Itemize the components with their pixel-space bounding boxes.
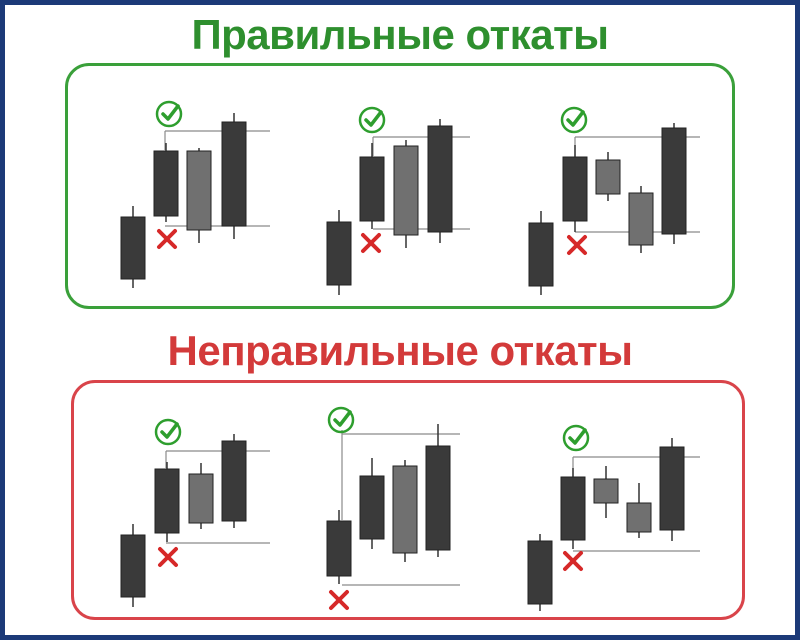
candle-body (560, 476, 586, 541)
candle-body (393, 145, 419, 236)
candle-body (527, 540, 553, 605)
cross-icon (329, 590, 349, 610)
candle-body (659, 446, 685, 531)
candle-body (528, 222, 554, 287)
candle-body (154, 468, 180, 534)
check-circle-icon (560, 106, 588, 134)
candle-body (359, 475, 385, 540)
check-circle-icon (155, 100, 183, 128)
candle-body (326, 520, 352, 577)
incorrect-pullbacks-panel (71, 380, 745, 620)
candle-body (425, 445, 451, 551)
candle-body (153, 150, 179, 217)
correct-pullbacks-panel (65, 63, 735, 309)
correct-pullbacks-title: Правильные откаты (191, 11, 609, 58)
candle-body (595, 159, 621, 195)
candle-body (188, 473, 214, 524)
candle-body (359, 156, 385, 222)
cross-icon (567, 235, 587, 255)
check-circle-icon (154, 418, 182, 446)
cross-icon (157, 229, 177, 249)
candle-body (120, 534, 146, 598)
candle-body (186, 150, 212, 231)
candle-body (392, 465, 418, 554)
cross-icon (361, 233, 381, 253)
check-circle-icon (562, 424, 590, 452)
candle-body (120, 216, 146, 280)
candle-body (326, 221, 352, 286)
diagram-canvas: Правильные откаты Неправильные откаты (5, 5, 795, 635)
candle-body (661, 127, 687, 235)
candle-body (562, 156, 588, 222)
candle-body (221, 440, 247, 522)
check-circle-icon (358, 106, 386, 134)
candle-body (221, 121, 247, 227)
candlestick-examples (120, 100, 700, 611)
candle-body (628, 192, 654, 246)
cross-icon (563, 551, 583, 571)
cross-icon (158, 547, 178, 567)
candle-body (427, 125, 453, 233)
candle-body (593, 478, 619, 504)
check-circle-icon (327, 406, 355, 434)
incorrect-pullbacks-title: Неправильные откаты (167, 327, 633, 374)
candle-body (626, 502, 652, 533)
